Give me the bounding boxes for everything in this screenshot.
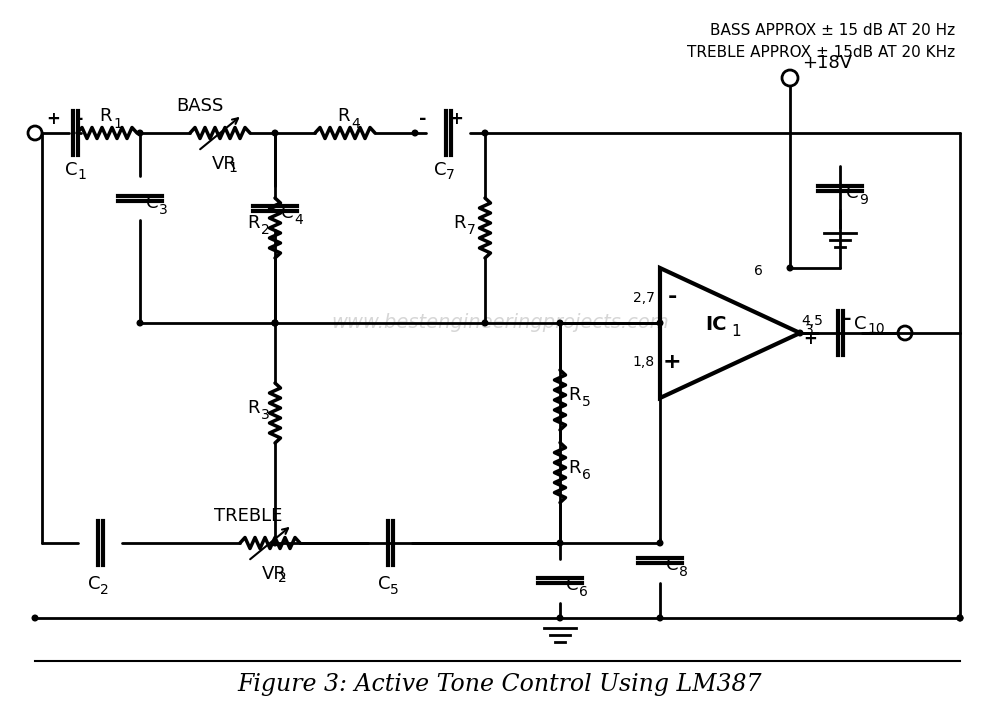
Text: R: R bbox=[247, 399, 260, 417]
Text: 2: 2 bbox=[261, 223, 270, 237]
Text: 3: 3 bbox=[261, 408, 270, 422]
Text: BASS: BASS bbox=[176, 97, 224, 115]
Text: 2,7: 2,7 bbox=[633, 290, 655, 304]
Text: 1: 1 bbox=[113, 117, 122, 131]
Text: C: C bbox=[281, 204, 294, 222]
Text: -: - bbox=[76, 110, 84, 128]
Text: R: R bbox=[568, 386, 580, 404]
Text: C: C bbox=[434, 161, 446, 179]
Text: C: C bbox=[88, 575, 100, 593]
Circle shape bbox=[557, 540, 563, 545]
Text: VR: VR bbox=[212, 155, 237, 173]
Text: 8: 8 bbox=[679, 565, 688, 580]
Text: R: R bbox=[568, 458, 580, 476]
Circle shape bbox=[557, 320, 563, 326]
Text: 4: 4 bbox=[294, 213, 303, 227]
Circle shape bbox=[482, 130, 488, 135]
Circle shape bbox=[797, 330, 803, 336]
Circle shape bbox=[787, 265, 793, 271]
Text: 1,8: 1,8 bbox=[633, 356, 655, 369]
Text: 5: 5 bbox=[582, 395, 591, 409]
Text: 7: 7 bbox=[467, 223, 476, 237]
Text: C: C bbox=[854, 315, 866, 333]
Text: IC: IC bbox=[705, 315, 727, 334]
Text: VR: VR bbox=[262, 565, 287, 583]
Text: R: R bbox=[453, 214, 466, 232]
Text: -: - bbox=[419, 110, 427, 128]
Circle shape bbox=[272, 320, 278, 326]
Text: C: C bbox=[146, 194, 158, 212]
Text: BASS APPROX ± 15 dB AT 20 Hz: BASS APPROX ± 15 dB AT 20 Hz bbox=[710, 23, 955, 38]
Text: 3: 3 bbox=[159, 203, 168, 217]
Text: C: C bbox=[378, 575, 390, 593]
Text: -: - bbox=[667, 287, 677, 307]
Text: 1: 1 bbox=[77, 168, 86, 182]
Text: R: R bbox=[99, 107, 112, 125]
Circle shape bbox=[272, 540, 278, 545]
Text: 10: 10 bbox=[867, 322, 885, 336]
Text: TREBLE: TREBLE bbox=[214, 507, 282, 525]
Text: 1: 1 bbox=[731, 324, 741, 339]
Circle shape bbox=[657, 540, 663, 545]
Text: R: R bbox=[337, 107, 350, 125]
Circle shape bbox=[272, 320, 278, 326]
Text: 4,5: 4,5 bbox=[801, 314, 823, 328]
Text: Figure 3: Active Tone Control Using LM387: Figure 3: Active Tone Control Using LM38… bbox=[238, 674, 762, 697]
Circle shape bbox=[657, 615, 663, 621]
Text: R: R bbox=[247, 214, 260, 232]
Circle shape bbox=[137, 130, 143, 135]
Text: 4: 4 bbox=[351, 117, 360, 131]
Text: C: C bbox=[666, 557, 678, 575]
Text: +: + bbox=[46, 110, 60, 128]
Text: www.bestengineeringprojects.com: www.bestengineeringprojects.com bbox=[331, 314, 669, 332]
Text: C: C bbox=[566, 577, 578, 595]
Text: +18V: +18V bbox=[802, 54, 852, 72]
Circle shape bbox=[412, 130, 418, 135]
Text: 5: 5 bbox=[390, 583, 399, 597]
Text: C: C bbox=[65, 161, 78, 179]
Text: TREBLE APPROX ± 15dB AT 20 KHz: TREBLE APPROX ± 15dB AT 20 KHz bbox=[687, 45, 955, 60]
Text: 3: 3 bbox=[805, 323, 814, 337]
Circle shape bbox=[272, 320, 278, 326]
Circle shape bbox=[32, 615, 38, 621]
Text: +: + bbox=[663, 352, 681, 372]
Text: 2: 2 bbox=[278, 571, 287, 585]
Text: +: + bbox=[449, 110, 463, 128]
Text: +: + bbox=[803, 330, 817, 348]
Circle shape bbox=[957, 615, 963, 621]
Circle shape bbox=[657, 320, 663, 326]
Text: 6: 6 bbox=[754, 264, 762, 278]
Text: 6: 6 bbox=[582, 468, 591, 481]
Text: 1: 1 bbox=[228, 161, 237, 175]
Text: 9: 9 bbox=[859, 193, 868, 207]
Text: 7: 7 bbox=[446, 168, 455, 182]
Circle shape bbox=[557, 615, 563, 621]
Text: -: - bbox=[844, 310, 852, 328]
Circle shape bbox=[137, 320, 143, 326]
Circle shape bbox=[957, 615, 963, 621]
Text: 2: 2 bbox=[100, 583, 109, 597]
Text: C: C bbox=[846, 184, 858, 202]
Text: 6: 6 bbox=[579, 585, 588, 600]
Circle shape bbox=[482, 320, 488, 326]
Circle shape bbox=[272, 130, 278, 135]
